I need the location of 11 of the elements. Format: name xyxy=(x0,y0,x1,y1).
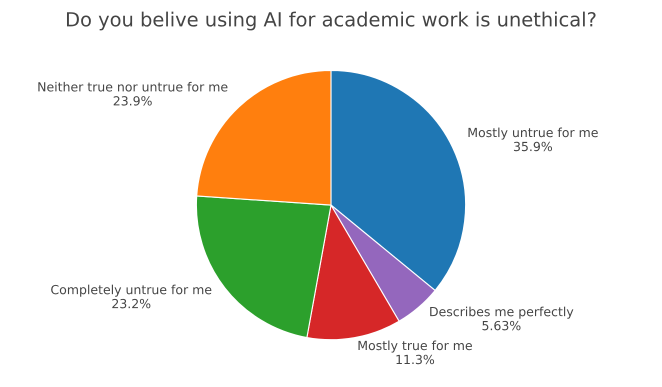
slice-label: Mostly true for me xyxy=(358,340,472,353)
slice-label: Neither true nor untrue for me xyxy=(38,82,228,92)
slice-label: Completely untrue for me xyxy=(51,284,212,297)
data-label: 11.3% xyxy=(396,354,434,364)
slice-label: Mostly untrue for me xyxy=(468,128,598,140)
data-label: 35.9% xyxy=(514,142,552,152)
chart-title: Do you belive using AI for academic work is unethical? xyxy=(66,12,596,30)
data-label: 5.63% xyxy=(482,320,521,330)
data-label: 23.9% xyxy=(114,96,152,106)
slice-label: Describes me perfectly xyxy=(430,306,574,319)
data-label: 23.2% xyxy=(112,298,150,308)
